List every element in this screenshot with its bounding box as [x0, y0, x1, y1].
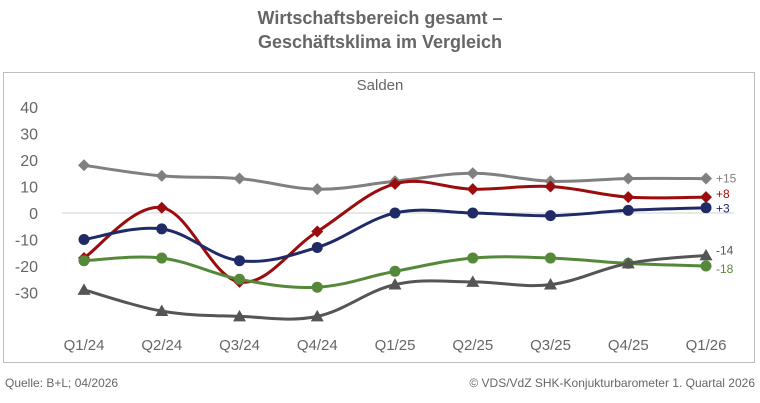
chart-title-line-2: Geschäftsklima im Vergleich	[257, 32, 503, 52]
data-point-circle	[545, 210, 556, 222]
y-tick-label: -10	[15, 233, 38, 250]
x-tick-label: Q2/25	[452, 337, 493, 354]
data-point-diamond	[155, 169, 168, 182]
source-note: Quelle: B+L; 04/2026	[5, 376, 119, 390]
data-point-circle	[467, 252, 479, 264]
data-point-circle	[389, 207, 401, 219]
data-point-diamond	[622, 191, 635, 204]
data-point-circle	[78, 234, 90, 245]
data-point-diamond	[233, 172, 246, 185]
series-end-label: +3	[716, 202, 730, 216]
y-tick-label: -20	[15, 259, 38, 276]
x-tick-label: Q2/24	[141, 337, 182, 354]
data-point-diamond	[311, 183, 324, 196]
data-point-circle	[389, 265, 401, 277]
x-tick-label: Q3/25	[530, 337, 571, 354]
data-point-triangle	[466, 275, 480, 287]
x-tick-label: Q1/25	[375, 337, 416, 354]
data-point-triangle	[155, 304, 169, 317]
data-point-circle	[78, 255, 90, 267]
data-point-diamond	[544, 180, 557, 193]
series-end-label: -14	[716, 243, 734, 257]
data-point-diamond	[311, 225, 324, 238]
chart-title: Wirtschaftsbereich gesamt – Geschäftskli…	[0, 6, 760, 54]
data-point-diamond	[78, 159, 90, 172]
data-point-circle	[545, 252, 556, 264]
data-point-circle	[234, 273, 245, 285]
y-tick-label: -30	[15, 286, 38, 303]
series-line	[82, 179, 708, 284]
data-point-circle	[622, 204, 634, 216]
series-end-label: +8	[716, 187, 730, 201]
series-end-label: +15	[716, 172, 737, 186]
data-point-circle	[700, 202, 712, 214]
data-point-diamond	[466, 167, 479, 180]
y-tick-label: 40	[20, 100, 38, 117]
data-point-diamond	[700, 172, 712, 185]
data-point-triangle	[233, 309, 246, 322]
data-point-circle	[156, 223, 168, 235]
data-point-circle	[156, 252, 168, 264]
x-tick-label: Q3/24	[219, 337, 260, 354]
chart-frame	[3, 72, 755, 363]
data-point-triangle	[77, 283, 91, 295]
data-point-triangle	[699, 248, 713, 261]
copyright-note: © VDS/VdZ SHK-Konjukturbarometer 1. Quar…	[469, 376, 755, 390]
data-point-diamond	[389, 177, 401, 190]
x-tick-label: Q1/24	[64, 337, 105, 354]
x-tick-label: Q4/24	[297, 337, 338, 354]
chart-title-line-1: Wirtschaftsbereich gesamt –	[257, 8, 503, 28]
data-point-diamond	[466, 183, 479, 196]
x-tick-label: Q1/26	[686, 337, 727, 354]
data-point-circle	[467, 207, 479, 219]
data-point-triangle	[310, 309, 324, 322]
data-point-circle	[311, 241, 323, 253]
data-point-triangle	[621, 256, 635, 269]
data-point-diamond	[700, 191, 712, 204]
data-point-circle	[234, 255, 245, 267]
data-point-circle	[700, 260, 712, 272]
x-tick-label: Q4/25	[608, 337, 649, 354]
y-tick-label: 0	[29, 206, 38, 223]
y-tick-label: 10	[20, 180, 38, 197]
data-point-diamond	[622, 172, 635, 185]
series-end-label: -18	[716, 262, 734, 276]
y-tick-label: 20	[20, 153, 38, 170]
data-point-diamond	[155, 201, 168, 214]
y-tick-label: 30	[20, 127, 38, 144]
y-axis-title: Salden	[357, 77, 404, 94]
data-point-circle	[311, 281, 323, 293]
data-point-triangle	[388, 278, 402, 290]
data-point-triangle	[544, 278, 557, 290]
